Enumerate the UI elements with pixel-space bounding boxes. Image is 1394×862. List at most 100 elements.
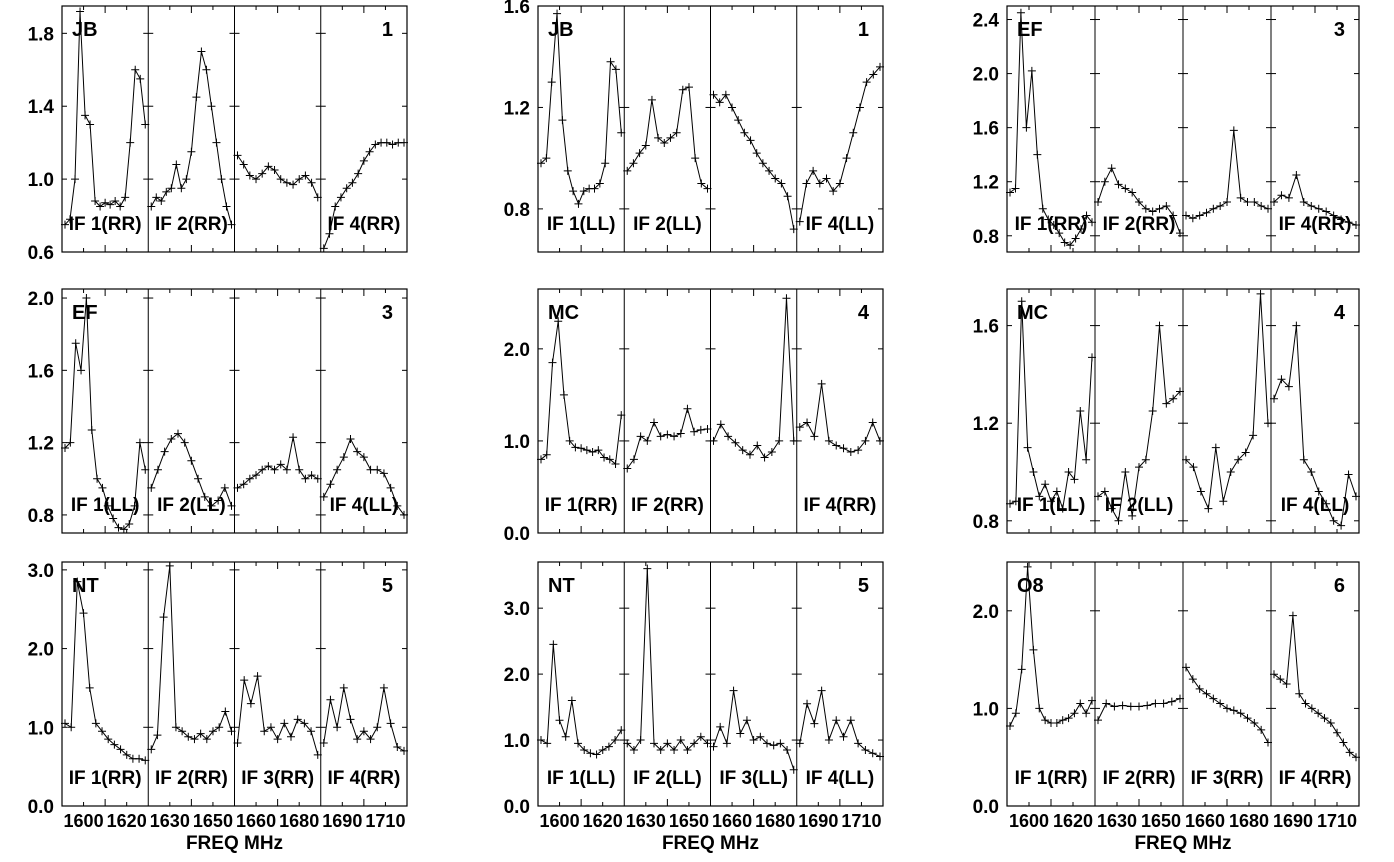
data-point-marker bbox=[135, 438, 144, 447]
data-point-marker bbox=[1243, 714, 1252, 723]
x-tick-label: 1710 bbox=[1317, 811, 1357, 831]
data-point-marker bbox=[629, 159, 638, 168]
plot-number-label: 1 bbox=[382, 19, 393, 41]
series-line bbox=[713, 298, 795, 459]
data-point-marker bbox=[691, 154, 700, 163]
data-point-marker bbox=[1011, 709, 1020, 718]
data-point-marker bbox=[1182, 455, 1190, 464]
x-axis-label: FREQ MHz bbox=[186, 833, 283, 854]
x-tick-label: 1660 bbox=[236, 811, 276, 831]
data-point-marker bbox=[1352, 492, 1360, 501]
data-point-marker bbox=[1257, 202, 1266, 211]
data-point-marker bbox=[1041, 716, 1050, 725]
x-tick-label: 1660 bbox=[712, 811, 752, 831]
data-point-marker bbox=[366, 465, 375, 474]
data-point-marker bbox=[266, 723, 275, 732]
if-panel-label: IF 2(LL) bbox=[633, 768, 702, 789]
data-point-marker bbox=[207, 102, 216, 111]
plot-group: 0.6 1.0 1.4 1.8 JB 1 IF 1(RR) IF 2(RR) IF 4(RR) bbox=[28, 5, 408, 264]
data-point-marker bbox=[77, 366, 86, 375]
data-point-marker bbox=[1196, 487, 1205, 496]
data-point-marker bbox=[1035, 704, 1044, 713]
data-point-marker bbox=[1234, 455, 1243, 464]
plot-group: 0.81.21.62.0EF 3IF 1(LL) IF 2(LL) IF 4(LL) bbox=[28, 288, 408, 534]
data-point-marker bbox=[141, 756, 150, 765]
data-point-marker bbox=[839, 444, 848, 453]
data-point-marker bbox=[590, 184, 599, 193]
data-point-marker bbox=[388, 140, 397, 149]
data-point-marker bbox=[289, 180, 298, 189]
data-point-marker bbox=[1299, 455, 1308, 464]
if-panel-label: IF 4(LL) bbox=[806, 768, 875, 789]
data-point-marker bbox=[346, 435, 355, 444]
data-point-marker bbox=[220, 483, 229, 492]
data-point-marker bbox=[1162, 202, 1171, 211]
data-point-marker bbox=[366, 735, 375, 744]
data-point-marker bbox=[295, 175, 304, 184]
data-point-marker bbox=[740, 128, 749, 137]
data-point-marker bbox=[1006, 188, 1014, 197]
data-point-marker bbox=[1226, 468, 1235, 476]
data-point-marker bbox=[187, 147, 196, 156]
y-tick-label: 1.0 bbox=[28, 718, 54, 739]
if-panel-label: IF 4(RR) bbox=[327, 214, 400, 235]
y-tick-label: 1.8 bbox=[28, 24, 54, 45]
data-point-marker bbox=[1288, 611, 1297, 620]
data-point-marker bbox=[574, 739, 583, 748]
data-point-marker bbox=[353, 735, 362, 744]
data-point-marker bbox=[91, 719, 100, 728]
data-point-marker bbox=[162, 187, 171, 196]
data-point-marker bbox=[623, 739, 632, 748]
data-point-marker bbox=[1219, 497, 1228, 506]
data-point-marker bbox=[66, 215, 75, 224]
data-point-marker bbox=[537, 159, 545, 168]
series-line bbox=[1009, 301, 1093, 509]
data-point-marker bbox=[1277, 375, 1286, 384]
data-point-marker bbox=[227, 220, 236, 229]
data-point-marker bbox=[1041, 480, 1050, 489]
data-point-marker bbox=[795, 217, 804, 226]
station-label: MC bbox=[1017, 302, 1048, 324]
data-point-marker bbox=[1320, 714, 1329, 723]
data-point-marker bbox=[1169, 394, 1178, 403]
data-point-marker bbox=[654, 133, 663, 142]
data-point-marker bbox=[71, 175, 80, 184]
data-point-marker bbox=[192, 93, 201, 102]
data-point-marker bbox=[1329, 211, 1338, 220]
x-tick-label: 1630 bbox=[626, 811, 666, 831]
data-point-marker bbox=[703, 184, 712, 193]
series-line bbox=[64, 581, 146, 761]
if-panel-label: IF 1(LL) bbox=[547, 768, 616, 789]
if-panel-label: IF 4(RR) bbox=[1279, 214, 1352, 235]
y-tick-label: 2.0 bbox=[973, 65, 999, 86]
data-point-marker bbox=[1060, 238, 1069, 247]
data-point-marker bbox=[125, 519, 134, 528]
data-point-marker bbox=[382, 138, 391, 147]
data-point-marker bbox=[73, 577, 82, 586]
data-point-marker bbox=[842, 154, 851, 163]
data-point-marker bbox=[319, 244, 328, 253]
data-point-marker bbox=[542, 154, 551, 163]
y-tick-label: 1.0 bbox=[504, 731, 530, 752]
data-point-marker bbox=[373, 465, 382, 474]
data-point-marker bbox=[207, 501, 216, 510]
data-point-marker bbox=[1249, 431, 1258, 440]
data-point-marker bbox=[178, 727, 187, 736]
series-line bbox=[237, 155, 319, 198]
data-point-marker bbox=[1182, 211, 1190, 220]
data-point-marker bbox=[580, 745, 589, 754]
data-point-marker bbox=[359, 453, 368, 462]
data-point-marker bbox=[282, 178, 291, 187]
if-panel-label: IF 4(RR) bbox=[803, 495, 876, 516]
data-point-marker bbox=[1114, 516, 1123, 525]
y-tick-label: 3.0 bbox=[28, 561, 54, 582]
data-point-marker bbox=[647, 95, 656, 104]
data-point-marker bbox=[227, 501, 236, 510]
data-point-marker bbox=[354, 169, 363, 178]
plot-number-label: 4 bbox=[1334, 302, 1346, 324]
data-point-marker bbox=[782, 294, 791, 303]
data-point-marker bbox=[802, 179, 811, 188]
data-point-marker bbox=[300, 719, 309, 728]
data-point-marker bbox=[1314, 487, 1323, 496]
data-point-marker bbox=[1035, 492, 1044, 501]
